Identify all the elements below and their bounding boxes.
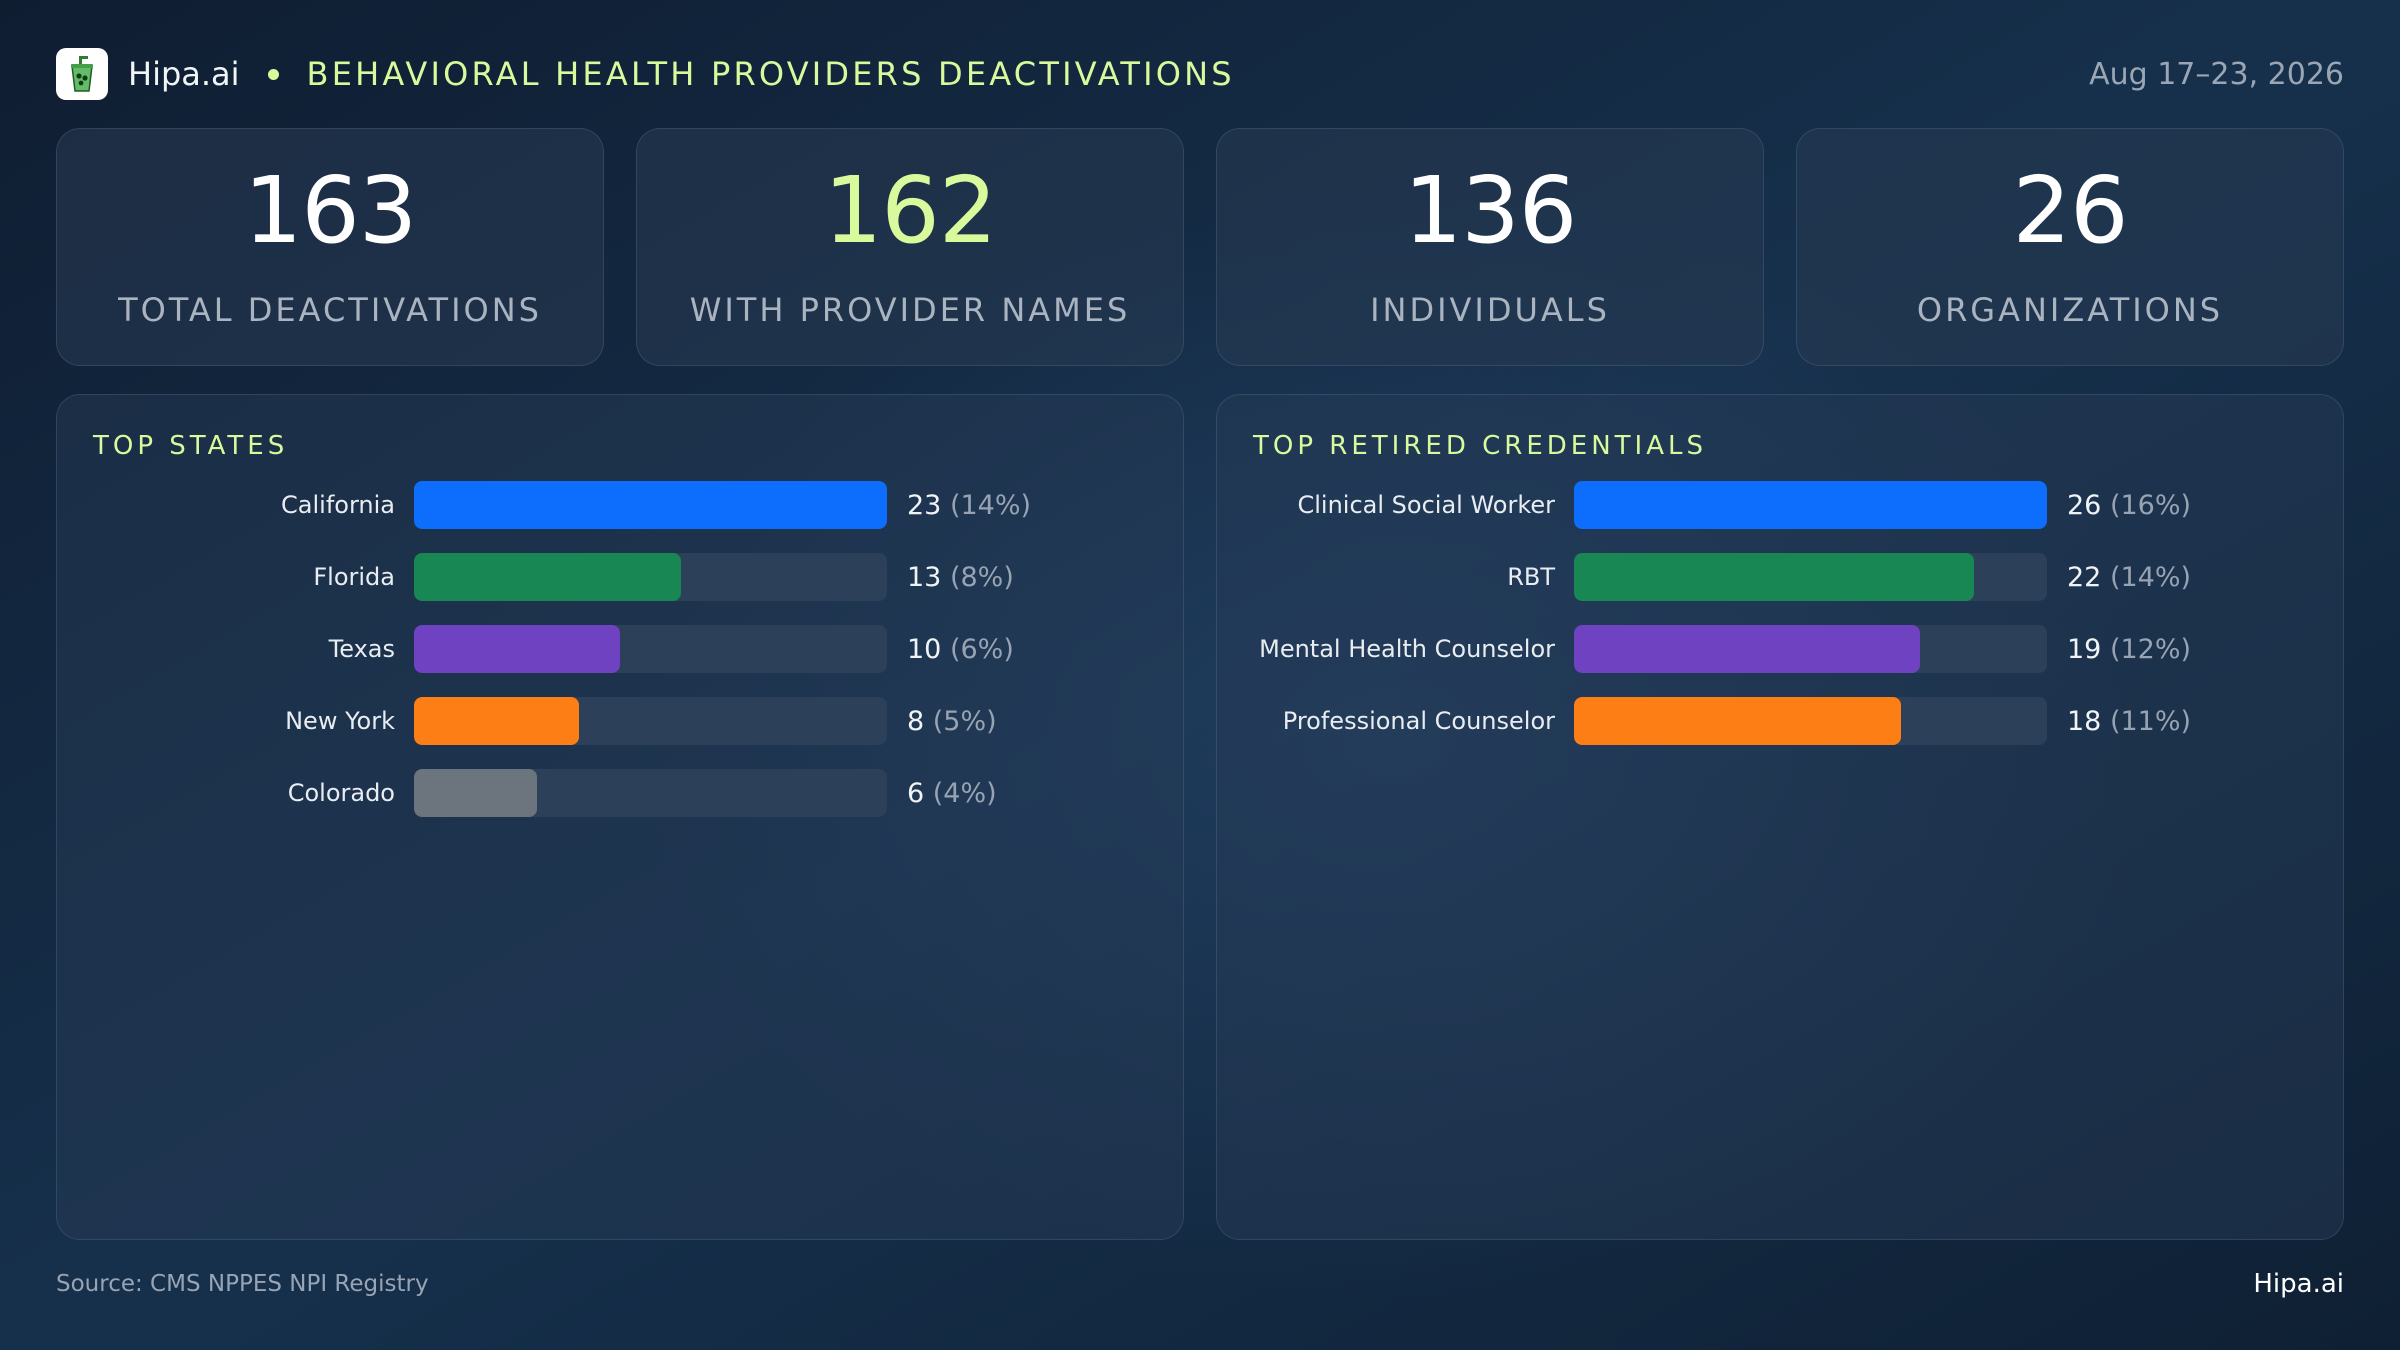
bar-percent: (5%)	[932, 705, 997, 737]
bar-value-label: 13 (8%)	[907, 562, 1014, 593]
brand-name: Hipa.ai	[128, 55, 240, 93]
bar-label: Professional Counselor	[1282, 707, 1555, 735]
bar-value-label: 18 (11%)	[2067, 706, 2191, 737]
bar-value: 22	[2067, 561, 2110, 593]
kpi-label: INDIVIDUALS	[1370, 291, 1610, 329]
panel-title: TOP RETIRED CREDENTIALS	[1253, 431, 1707, 461]
bar-percent: (11%)	[2109, 705, 2192, 737]
bar-value: 8	[907, 705, 933, 737]
bar-track	[1574, 553, 2047, 601]
bar-value: 18	[2067, 705, 2110, 737]
header: Hipa.ai BEHAVIORAL HEALTH PROVIDERS DEAC…	[56, 46, 2344, 102]
bar-label: Texas	[328, 635, 395, 663]
bar-percent: (14%)	[2109, 561, 2192, 593]
top-retired-credentials-panel: TOP RETIRED CREDENTIALS Clinical Social …	[1216, 394, 2344, 1240]
bar	[1574, 697, 1902, 745]
bar-label: Colorado	[287, 779, 395, 807]
bar-track	[414, 769, 887, 817]
bar-value: 19	[2067, 633, 2110, 665]
bar-percent: (12%)	[2109, 633, 2192, 665]
bar-row: California 23 (14%)	[57, 481, 1183, 529]
panel-title: TOP STATES	[93, 431, 289, 461]
bar-value: 6	[907, 777, 933, 809]
bar-label: California	[281, 491, 395, 519]
bar-value-label: 10 (6%)	[907, 634, 1014, 665]
bar	[1574, 481, 2047, 529]
bar-track	[1574, 625, 2047, 673]
bar	[414, 697, 579, 745]
bar-row: Clinical Social Worker 26 (16%)	[1217, 481, 2343, 529]
bar	[414, 553, 682, 601]
kpi-value: 162	[823, 157, 998, 264]
bar-label: Mental Health Counselor	[1259, 635, 1555, 663]
kpi-row: 163 TOTAL DEACTIVATIONS 162 WITH PROVIDE…	[56, 128, 2344, 366]
bar-row: RBT 22 (14%)	[1217, 553, 2343, 601]
date-range: Aug 17–23, 2026	[2089, 56, 2344, 92]
bar-track	[414, 481, 887, 529]
kpi-card-total-deactivations: 163 TOTAL DEACTIVATIONS	[56, 128, 604, 366]
bar-value-label: 23 (14%)	[907, 490, 1031, 521]
kpi-value: 136	[1403, 157, 1578, 264]
bar	[414, 625, 620, 673]
bar	[1574, 625, 1920, 673]
bar-row: New York 8 (5%)	[57, 697, 1183, 745]
bar-track	[414, 697, 887, 745]
bar-value-label: 8 (5%)	[907, 706, 997, 737]
kpi-card-with-provider-names: 162 WITH PROVIDER NAMES	[636, 128, 1184, 366]
kpi-label: TOTAL DEACTIVATIONS	[118, 291, 542, 329]
source-note: Source: CMS NPPES NPI Registry	[56, 1271, 429, 1297]
kpi-value: 163	[243, 157, 418, 264]
bar-percent: (4%)	[932, 777, 997, 809]
page-title: BEHAVIORAL HEALTH PROVIDERS DEACTIVATION…	[306, 55, 1235, 93]
bar-label: Clinical Social Worker	[1297, 491, 1555, 519]
separator-dot-icon	[267, 68, 279, 80]
bar-value-label: 22 (14%)	[2067, 562, 2191, 593]
bar-value-label: 6 (4%)	[907, 778, 997, 809]
bar-row: Texas 10 (6%)	[57, 625, 1183, 673]
kpi-label: WITH PROVIDER NAMES	[689, 291, 1131, 329]
bar-track	[414, 625, 887, 673]
bar-row: Florida 13 (8%)	[57, 553, 1183, 601]
kpi-card-organizations: 26 ORGANIZATIONS	[1796, 128, 2344, 366]
footer-brand: Hipa.ai	[2253, 1269, 2344, 1299]
bar-row: Mental Health Counselor 19 (12%)	[1217, 625, 2343, 673]
bar-row: Professional Counselor 18 (11%)	[1217, 697, 2343, 745]
bar-percent: (14%)	[949, 489, 1032, 521]
bar-track	[1574, 697, 2047, 745]
bar-label: RBT	[1507, 563, 1555, 591]
bar	[1574, 553, 1975, 601]
bar-value: 26	[2067, 489, 2110, 521]
green-cup-logo-icon	[56, 48, 108, 100]
bar-percent: (8%)	[949, 561, 1014, 593]
kpi-value: 26	[2012, 157, 2128, 264]
bar-value: 13	[907, 561, 950, 593]
bar-track	[1574, 481, 2047, 529]
bar-percent: (16%)	[2109, 489, 2192, 521]
bar-value: 10	[907, 633, 950, 665]
kpi-label: ORGANIZATIONS	[1916, 291, 2224, 329]
bar	[414, 481, 887, 529]
bar-label: Florida	[313, 563, 395, 591]
top-states-panel: TOP STATES California 23 (14%) Florida 13 (…	[56, 394, 1184, 1240]
bar-percent: (6%)	[949, 633, 1014, 665]
bar-label: New York	[285, 707, 395, 735]
bar-track	[414, 553, 887, 601]
kpi-card-individuals: 136 INDIVIDUALS	[1216, 128, 1764, 366]
bar-value-label: 26 (16%)	[2067, 490, 2191, 521]
bar-value-label: 19 (12%)	[2067, 634, 2191, 665]
bar-row: Colorado 6 (4%)	[57, 769, 1183, 817]
bar-value: 23	[907, 489, 950, 521]
bar	[414, 769, 538, 817]
